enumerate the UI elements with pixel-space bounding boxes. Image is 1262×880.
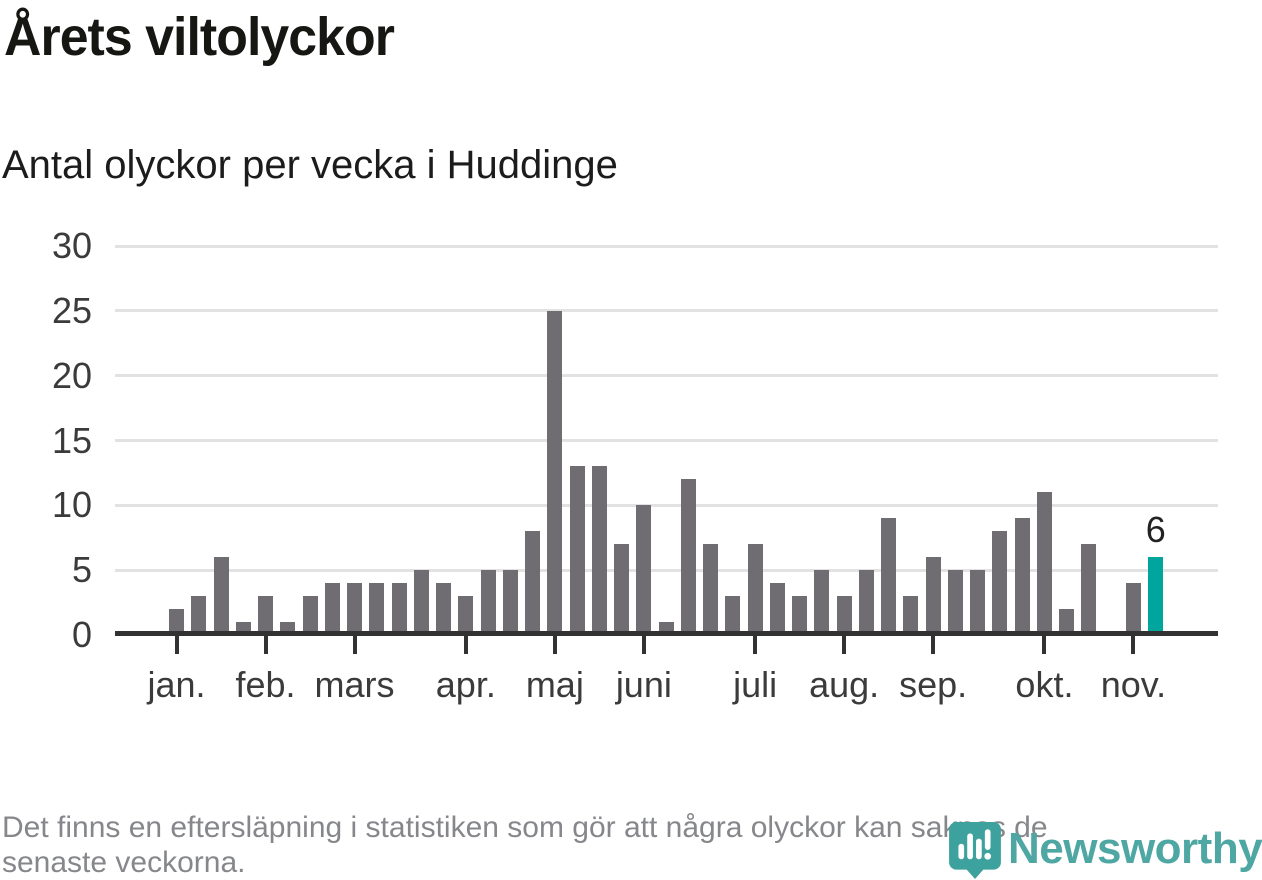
footnote: Det finns en eftersläpning i statistiken… (2, 810, 1258, 880)
bar-week-20 (591, 466, 607, 635)
bar-week-28 (769, 583, 785, 635)
bar-week-24 (680, 479, 696, 635)
bar-week-1 (169, 609, 184, 635)
bar-week-11 (391, 583, 407, 635)
x-axis-label-sep: sep. (899, 664, 968, 705)
footnote-line: senaste veckorna. (2, 846, 246, 879)
bar-week-19 (569, 466, 585, 635)
bar-week-22 (636, 505, 652, 635)
footnote-line: Det finns en eftersläpning i statistiken… (2, 811, 1048, 844)
x-axis-label-juni: juni (615, 664, 672, 705)
chart-title: Årets viltolyckor (4, 7, 395, 67)
bar-week-30 (814, 570, 830, 635)
bar-week-35 (925, 557, 941, 635)
x-axis-label-jan: jan. (147, 664, 206, 705)
y-axis-label-20: 20 (51, 354, 92, 396)
month-tick-nov (1131, 636, 1136, 654)
bar-week-38 (992, 531, 1008, 635)
bar-week-39 (1014, 518, 1030, 635)
month-tick-maj (552, 636, 557, 654)
bar-week-40 (1036, 492, 1052, 635)
x-axis-label-juli: juli (733, 664, 778, 705)
month-tick-mars (352, 636, 357, 654)
bar-week-27 (747, 544, 763, 635)
month-tick-sep (931, 636, 936, 654)
bar-week-25 (703, 544, 719, 635)
highlight-value-label: 6 (1145, 509, 1166, 551)
bar-week-33 (881, 518, 897, 635)
bar-week-15 (480, 570, 496, 635)
bar-week-44 (1125, 583, 1141, 635)
bar-week-26 (725, 596, 741, 635)
gridline-5 (115, 568, 1218, 572)
bar-week-9 (347, 583, 363, 635)
month-tick-okt (1042, 636, 1047, 654)
bar-week-21 (614, 544, 630, 635)
bar-week-5 (258, 596, 274, 635)
bar-week-17 (525, 531, 541, 635)
bar-week-32 (858, 570, 874, 635)
bar-week-12 (413, 570, 429, 635)
gridline-15 (115, 439, 1218, 442)
x-axis-label-okt: okt. (1015, 664, 1074, 705)
month-tick-aug (842, 636, 847, 654)
month-tick-jan (174, 636, 179, 654)
bar-week-14 (458, 596, 474, 635)
month-tick-feb (263, 636, 268, 654)
bar-week-29 (792, 596, 808, 635)
x-axis-label-aug: aug. (809, 664, 880, 705)
gridline-30 (115, 244, 1218, 248)
bar-week-34 (903, 596, 919, 635)
x-axis-line (115, 631, 1218, 636)
x-axis-label-feb: feb. (235, 664, 296, 705)
x-axis-label-nov: nov. (1100, 664, 1167, 705)
y-axis-label-10: 10 (51, 484, 92, 526)
x-axis-label-mars: mars (314, 664, 395, 705)
x-axis-label-maj: maj (525, 664, 584, 705)
bar-week-41 (1059, 609, 1075, 635)
month-tick-juli (753, 636, 758, 654)
bar-week-3 (213, 557, 229, 635)
chart-subtitle: Antal olyckor per vecka i Huddinge (2, 143, 618, 187)
x-axis-label-apr: apr. (435, 664, 496, 705)
bar-week-45 (1148, 557, 1164, 635)
y-axis-label-30: 30 (51, 225, 92, 266)
y-axis-label-0: 0 (71, 614, 92, 655)
y-axis-label-25: 25 (51, 289, 92, 331)
bar-week-31 (836, 596, 852, 635)
bar-week-37 (970, 570, 986, 635)
bar-week-42 (1081, 544, 1097, 635)
bar-week-2 (191, 596, 207, 635)
bar-week-16 (502, 570, 518, 635)
y-axis-label-15: 15 (51, 419, 92, 461)
bar-week-7 (302, 596, 318, 635)
bar-week-8 (324, 583, 340, 635)
gridline-25 (115, 309, 1218, 313)
month-tick-juni (641, 636, 646, 654)
bar-week-13 (436, 583, 452, 635)
gridline-20 (115, 374, 1218, 378)
y-axis-label-5: 5 (71, 549, 92, 591)
gridline-10 (115, 503, 1218, 507)
month-tick-apr (463, 636, 468, 654)
bar-week-10 (369, 583, 385, 635)
bar-week-36 (947, 570, 963, 635)
bar-week-18 (547, 310, 563, 635)
